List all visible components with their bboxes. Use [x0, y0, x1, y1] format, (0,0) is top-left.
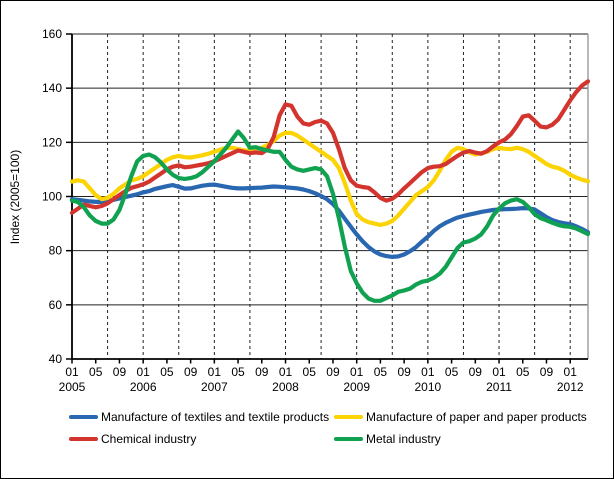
x-tick-label: 01 — [564, 365, 578, 379]
x-tick-label: 01 — [421, 365, 435, 379]
x-tick-label: 01 — [492, 365, 506, 379]
x-year-label: 2011 — [486, 380, 512, 394]
x-tick-label: 09 — [397, 365, 411, 379]
x-tick-label: 05 — [231, 365, 245, 379]
y-axis-title: Index (2005=100) — [8, 149, 22, 245]
x-tick-label: 05 — [445, 365, 459, 379]
y-tick-label: 120 — [42, 135, 62, 149]
legend-swatch-textiles — [69, 415, 98, 419]
x-tick-label: 09 — [469, 365, 483, 379]
x-tick-label: 09 — [540, 365, 554, 379]
legend-item-paper: Manufacture of paper and paper products — [334, 410, 587, 424]
x-tick-label: 09 — [184, 365, 198, 379]
legend-label-paper: Manufacture of paper and paper products — [366, 410, 587, 424]
series-line-manufacture — [69, 130, 591, 227]
x-tick-label: 05 — [89, 365, 103, 379]
series-line-metal — [69, 129, 591, 303]
legend-swatch-paper — [334, 415, 363, 419]
x-tick-label: 01 — [136, 365, 150, 379]
legend-label-metal: Metal industry — [366, 432, 441, 446]
x-year-label: 2008 — [272, 380, 299, 394]
legend-item-chemical: Chemical industry — [69, 432, 196, 446]
y-tick-label: 80 — [49, 244, 63, 258]
x-year-label: 2005 — [59, 380, 86, 394]
y-tick-label: 140 — [42, 81, 62, 95]
x-tick-label: 09 — [255, 365, 269, 379]
x-tick-label: 01 — [350, 365, 364, 379]
y-tick-label: 40 — [49, 352, 63, 366]
x-year-label: 2012 — [557, 380, 584, 394]
legend-label-textiles: Manufacture of textiles and textile prod… — [101, 410, 330, 424]
y-tick-label: 100 — [42, 190, 62, 204]
legend-item-metal: Metal industry — [334, 432, 441, 446]
x-tick-label: 09 — [326, 365, 340, 379]
y-tick-label: 160 — [42, 27, 62, 41]
legend-item-textiles: Manufacture of textiles and textile prod… — [69, 410, 329, 424]
x-year-label: 2007 — [201, 380, 228, 394]
legend-swatch-chemical — [69, 437, 98, 441]
x-tick-label: 09 — [113, 365, 127, 379]
x-tick-label: 05 — [160, 365, 174, 379]
x-tick-label: 05 — [374, 365, 388, 379]
series-line-chemical — [69, 79, 591, 215]
series-line-manufacture — [69, 182, 591, 259]
x-tick-label: 05 — [516, 365, 530, 379]
legend-label-chemical: Chemical industry — [101, 432, 197, 446]
x-year-label: 2009 — [343, 380, 370, 394]
legend-swatch-metal — [334, 437, 363, 441]
x-tick-label: 01 — [65, 365, 79, 379]
y-tick-label: 60 — [49, 298, 63, 312]
x-tick-label: 01 — [279, 365, 293, 379]
x-tick-label: 05 — [303, 365, 317, 379]
x-tick-label: 01 — [208, 365, 222, 379]
x-year-label: 2010 — [415, 380, 442, 394]
x-year-label: 2006 — [130, 380, 157, 394]
